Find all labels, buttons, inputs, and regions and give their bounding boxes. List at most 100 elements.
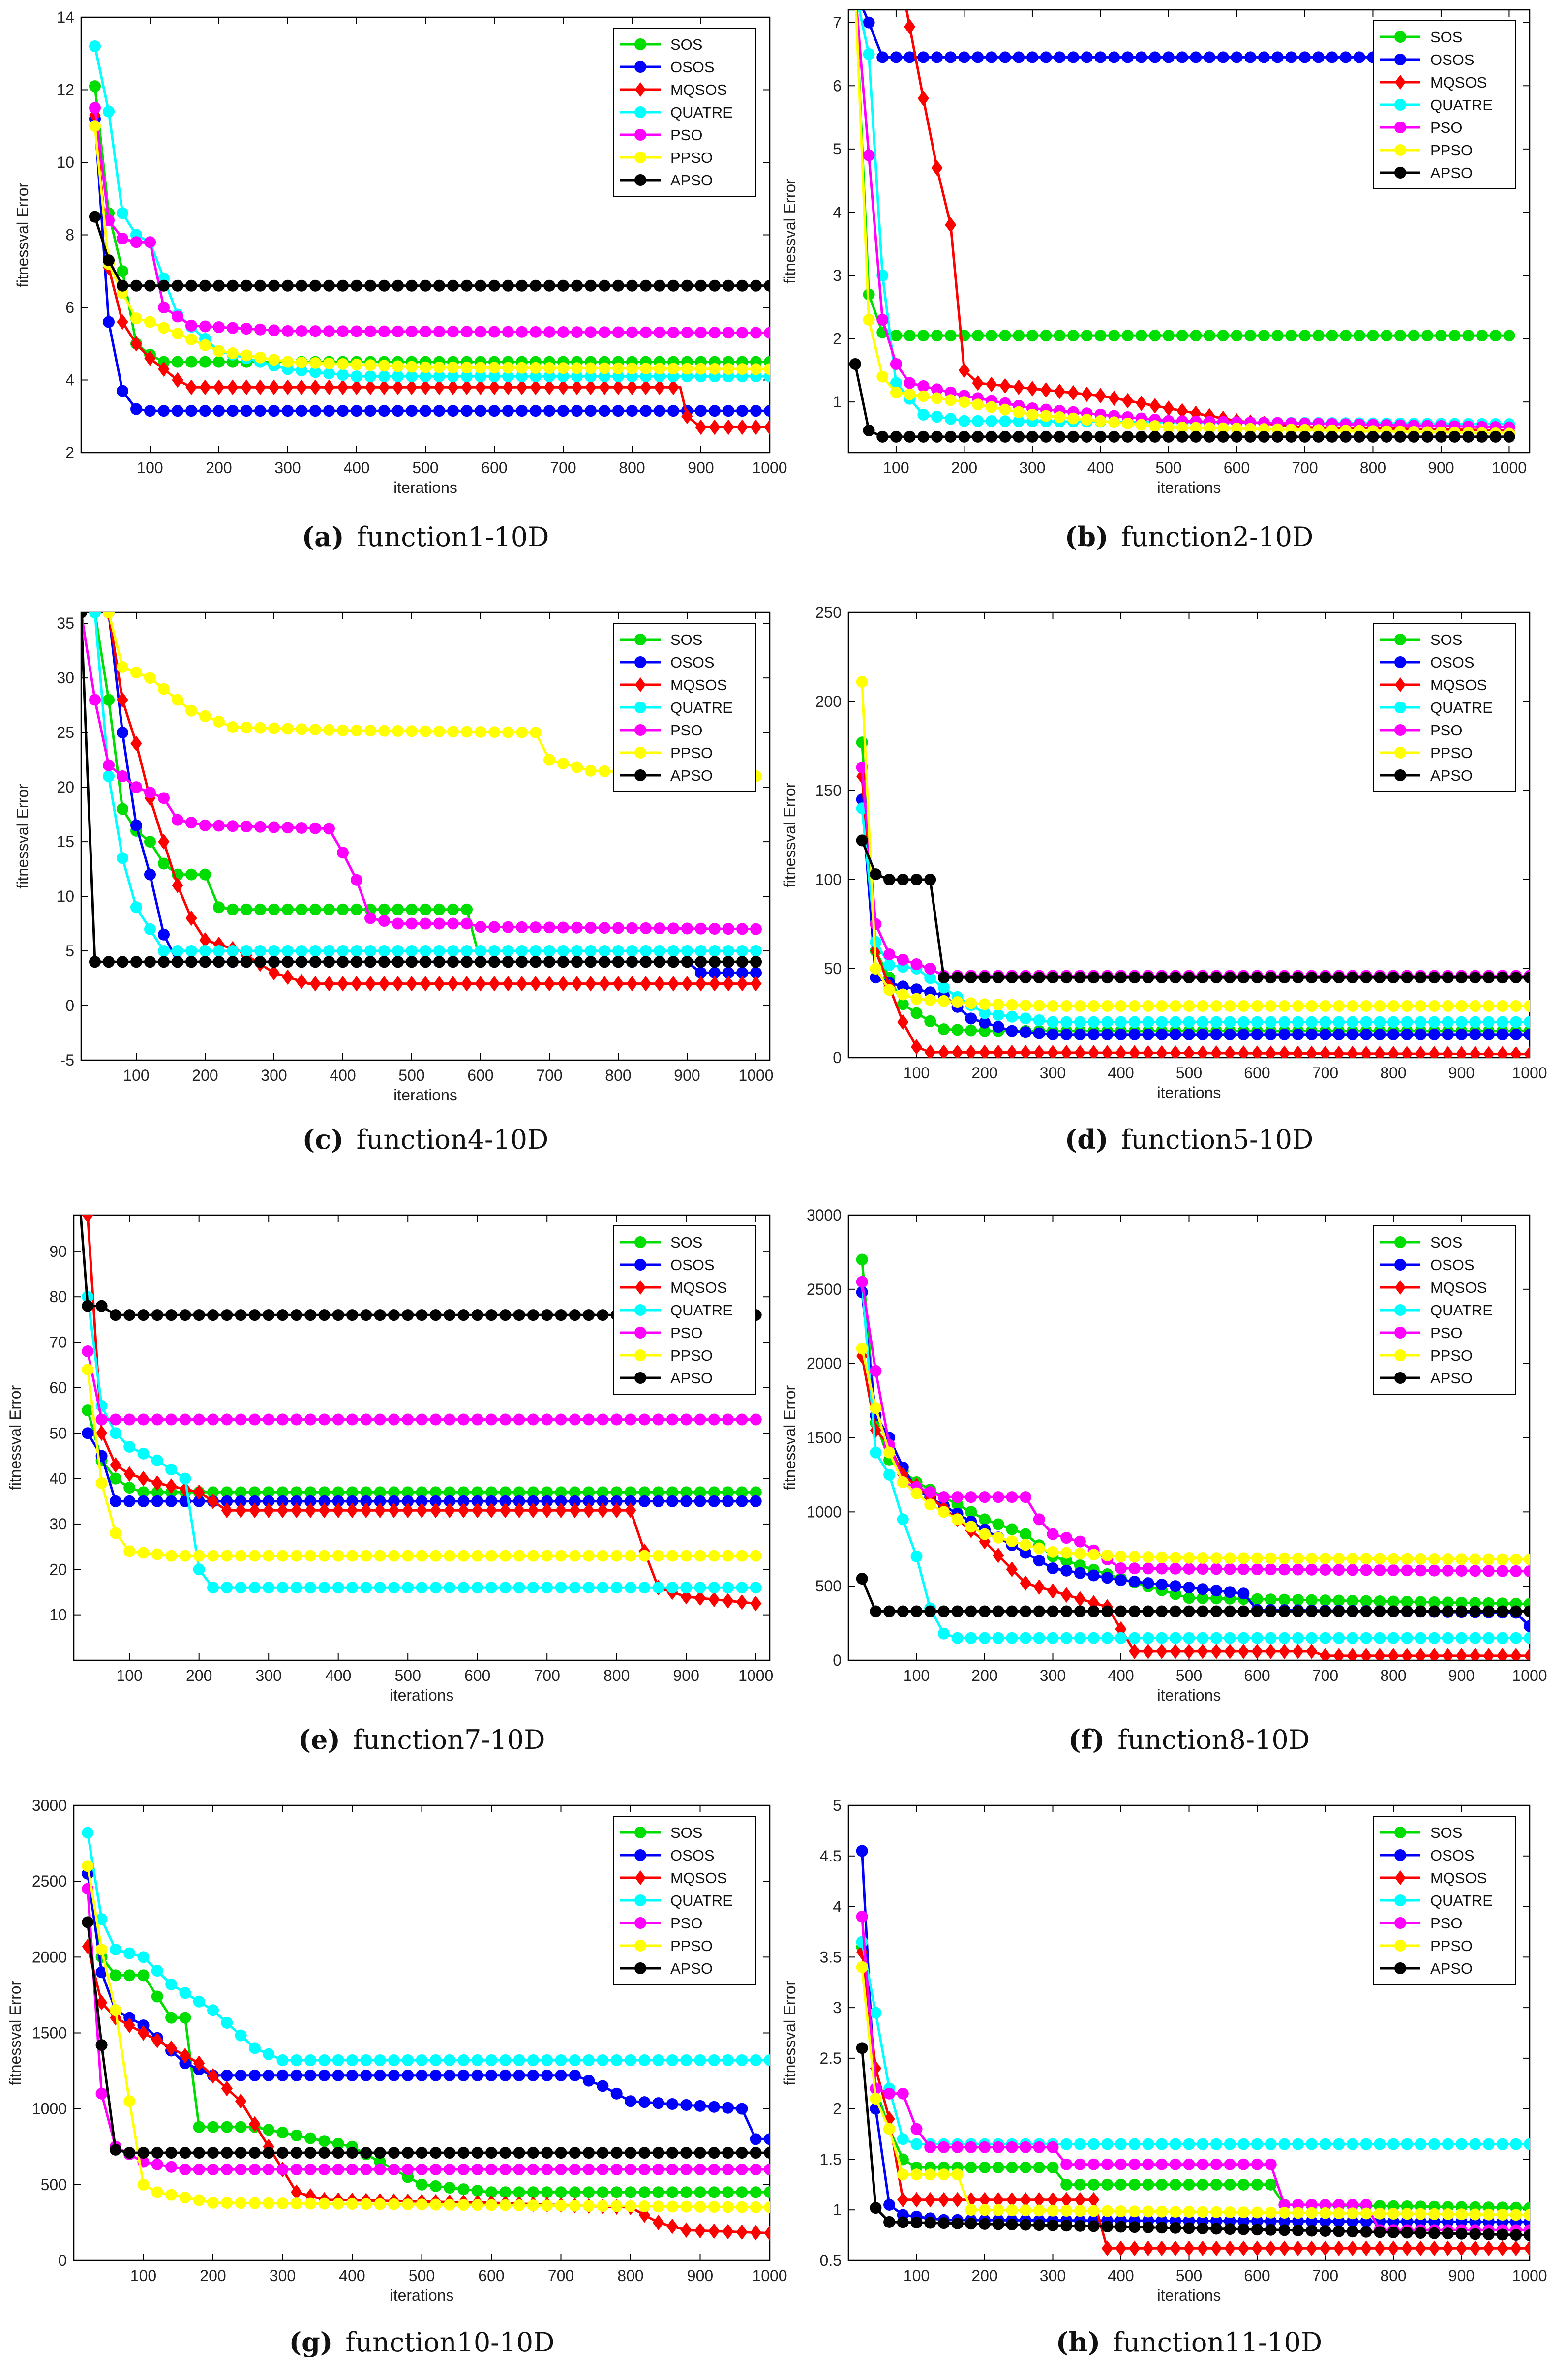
data-point-pso [221,2164,233,2175]
data-point-osos [1115,1028,1127,1040]
data-point-quatre [543,945,555,957]
data-point-sos [351,903,362,915]
data-point-ppso [1231,423,1243,435]
data-point-apso [1476,430,1488,443]
data-point-ppso [722,2201,734,2213]
data-point-pso [95,1413,108,1426]
data-point-apso [1292,1605,1304,1617]
data-point-ppso [158,683,170,695]
data-point-ppso [1510,2209,1522,2221]
data-point-quatre [1428,2138,1441,2150]
data-point-sos [1326,330,1338,342]
data-point-pso [1265,1563,1277,1576]
legend-label: APSO [1430,164,1473,182]
data-point-apso [1190,430,1202,443]
data-point-apso [516,279,528,292]
data-point-quatre [750,2054,762,2066]
data-point-sos [1469,1597,1481,1609]
data-point-mqsos [527,1502,539,1519]
data-point-pso [109,1413,121,1426]
data-point-quatre [1415,1016,1427,1028]
data-point-mqsos [221,1502,233,1519]
data-point-ppso [1135,419,1147,431]
legend-marker [1394,54,1406,65]
y-tick-label: 25 [57,724,74,741]
data-point-osos [585,405,597,417]
data-point-sos [1271,330,1284,342]
data-point-ppso [638,2200,651,2213]
data-point-quatre [378,370,390,383]
legend-label: PPSO [670,1347,713,1364]
data-point-osos [374,1495,386,1507]
data-point-pso [172,310,183,323]
data-point-pso [461,326,473,338]
data-point-sos [447,903,459,915]
data-point-pso [979,2141,991,2153]
data-point-pso [585,921,597,934]
data-point-apso [1360,972,1372,984]
x-tick-label: 1000 [1512,2267,1547,2285]
data-point-pso [654,326,665,338]
data-point-sos [1360,1595,1372,1607]
data-point-apso [1197,2222,1209,2234]
legend-label: APSO [670,1370,713,1387]
data-point-pso [346,2164,358,2175]
data-point-sos [461,903,473,915]
x-tick-label: 500 [1155,459,1181,477]
data-point-sos [296,903,307,915]
data-point-pso [527,2164,539,2175]
data-point-mqsos [144,350,156,366]
y-tick-label: 3.5 [820,1948,842,1966]
x-tick-label: 200 [971,1667,997,1684]
data-point-quatre [599,945,610,957]
y-tick-label: 2 [65,444,74,461]
data-point-pso [254,821,266,833]
data-point-apso [1115,972,1127,984]
legend-marker [1394,99,1406,111]
data-point-sos [555,2186,567,2198]
data-point-apso [81,612,87,618]
data-point-ppso [318,2197,331,2210]
data-point-apso [931,430,943,443]
data-point-apso [1346,2226,1358,2238]
data-point-quatre [1374,1632,1386,1644]
data-point-quatre [392,370,404,383]
data-point-mqsos [1469,1046,1481,1058]
data-point-apso [626,956,638,968]
data-point-ppso [346,1550,358,1562]
data-point-apso [1121,430,1134,443]
data-point-apso [337,956,349,968]
data-point-mqsos [282,379,294,396]
data-point-apso [1231,430,1243,443]
data-point-pso [1455,1564,1468,1577]
data-point-sos [416,1486,428,1498]
data-point-sos [750,1486,762,1498]
data-point-quatre [499,1582,512,1594]
data-point-pso [992,1491,1004,1503]
caption-letter: (a) [302,521,344,552]
data-point-ppso [530,727,542,739]
data-point-osos [1319,2215,1331,2227]
data-point-quatre [585,370,597,383]
data-point-quatre [1183,2138,1195,2150]
data-point-pso [429,1413,442,1426]
data-point-ppso [123,1545,136,1557]
data-point-osos [199,405,211,417]
data-point-ppso [1224,2206,1236,2218]
data-point-pso [364,325,376,337]
data-point-ppso [1455,1000,1468,1012]
data-point-quatre [1401,1016,1413,1028]
data-point-ppso [1442,2208,1454,2220]
data-point-pso [1360,1564,1372,1576]
x-tick-label: 600 [481,459,507,477]
data-point-quatre [890,377,902,389]
data-point-apso [378,956,390,968]
data-point-ppso [625,1550,636,1562]
data-point-apso [1305,1605,1318,1617]
x-axis-label: iterations [1157,2287,1221,2304]
data-point-osos [571,405,583,417]
legend-label: QUATRE [1430,699,1493,716]
data-point-ppso [323,357,335,369]
data-point-ppso [530,362,542,374]
data-point-sos [972,330,984,342]
